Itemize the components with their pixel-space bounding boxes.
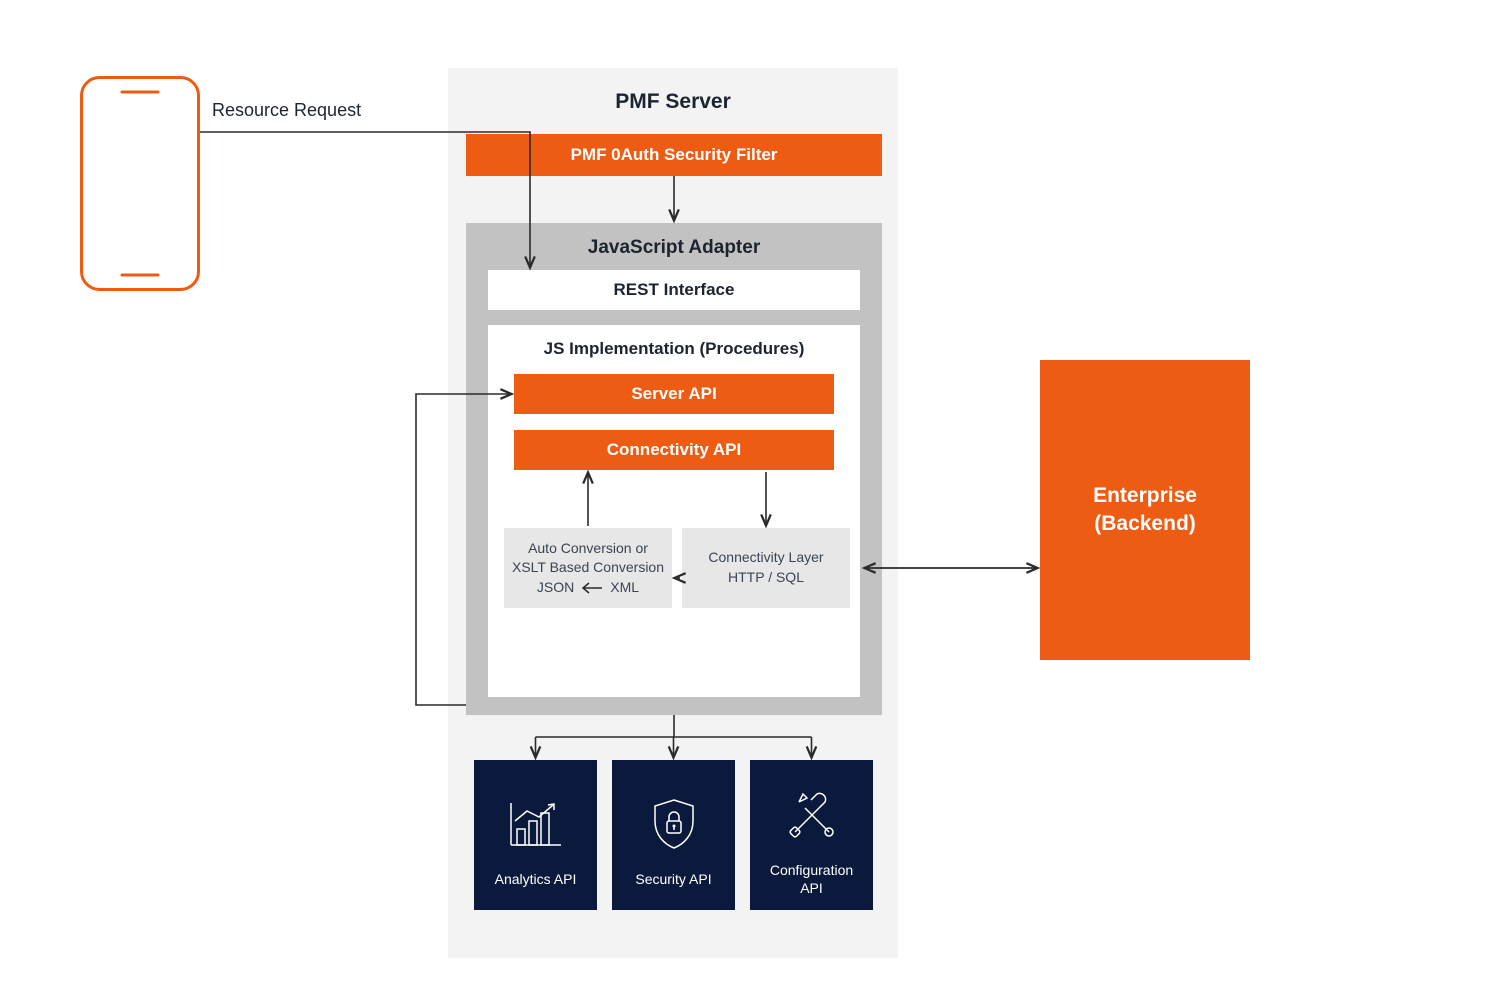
oauth-filter-box: PMF 0Auth Security Filter: [466, 134, 882, 176]
security-api-tile-icon: [616, 782, 731, 866]
conversion-xml: XML: [610, 578, 639, 597]
configuration-api-tile-icon: [754, 773, 869, 857]
rest-interface-box: REST Interface: [488, 270, 860, 310]
phone-icon: [80, 76, 200, 291]
analytics-api-tile-icon: [478, 782, 593, 866]
conversion-json: JSON: [537, 578, 574, 597]
conversion-box: Auto Conversion or XSLT Based Conversion…: [504, 528, 672, 608]
analytics-api-tile-label: Analytics API: [478, 870, 593, 888]
conversion-line2: XSLT Based Conversion: [512, 558, 664, 577]
conversion-line1: Auto Conversion or: [512, 539, 664, 558]
enterprise-line1: Enterprise: [1093, 482, 1197, 510]
security-api-tile: Security API: [612, 760, 735, 910]
pmf-server-title: PMF Server: [448, 90, 898, 114]
enterprise-line2: (Backend): [1093, 510, 1197, 538]
connlayer-line2: HTTP / SQL: [708, 568, 823, 588]
arrow-left-icon: [580, 582, 604, 594]
configuration-api-tile: Configuration API: [750, 760, 873, 910]
connlayer-line1: Connectivity Layer: [708, 548, 823, 568]
server-api-box: Server API: [514, 374, 834, 414]
js-impl-title: JS Implementation (Procedures): [488, 339, 860, 359]
security-api-tile-label: Security API: [616, 870, 731, 888]
analytics-api-tile: Analytics API: [474, 760, 597, 910]
configuration-api-tile-label: Configuration API: [754, 861, 869, 897]
resource-request-label: Resource Request: [212, 100, 361, 121]
enterprise-box: Enterprise (Backend): [1040, 360, 1250, 660]
connectivity-api-box: Connectivity API: [514, 430, 834, 470]
js-adapter-title: JavaScript Adapter: [466, 237, 882, 259]
connectivity-layer-box: Connectivity Layer HTTP / SQL: [682, 528, 850, 608]
